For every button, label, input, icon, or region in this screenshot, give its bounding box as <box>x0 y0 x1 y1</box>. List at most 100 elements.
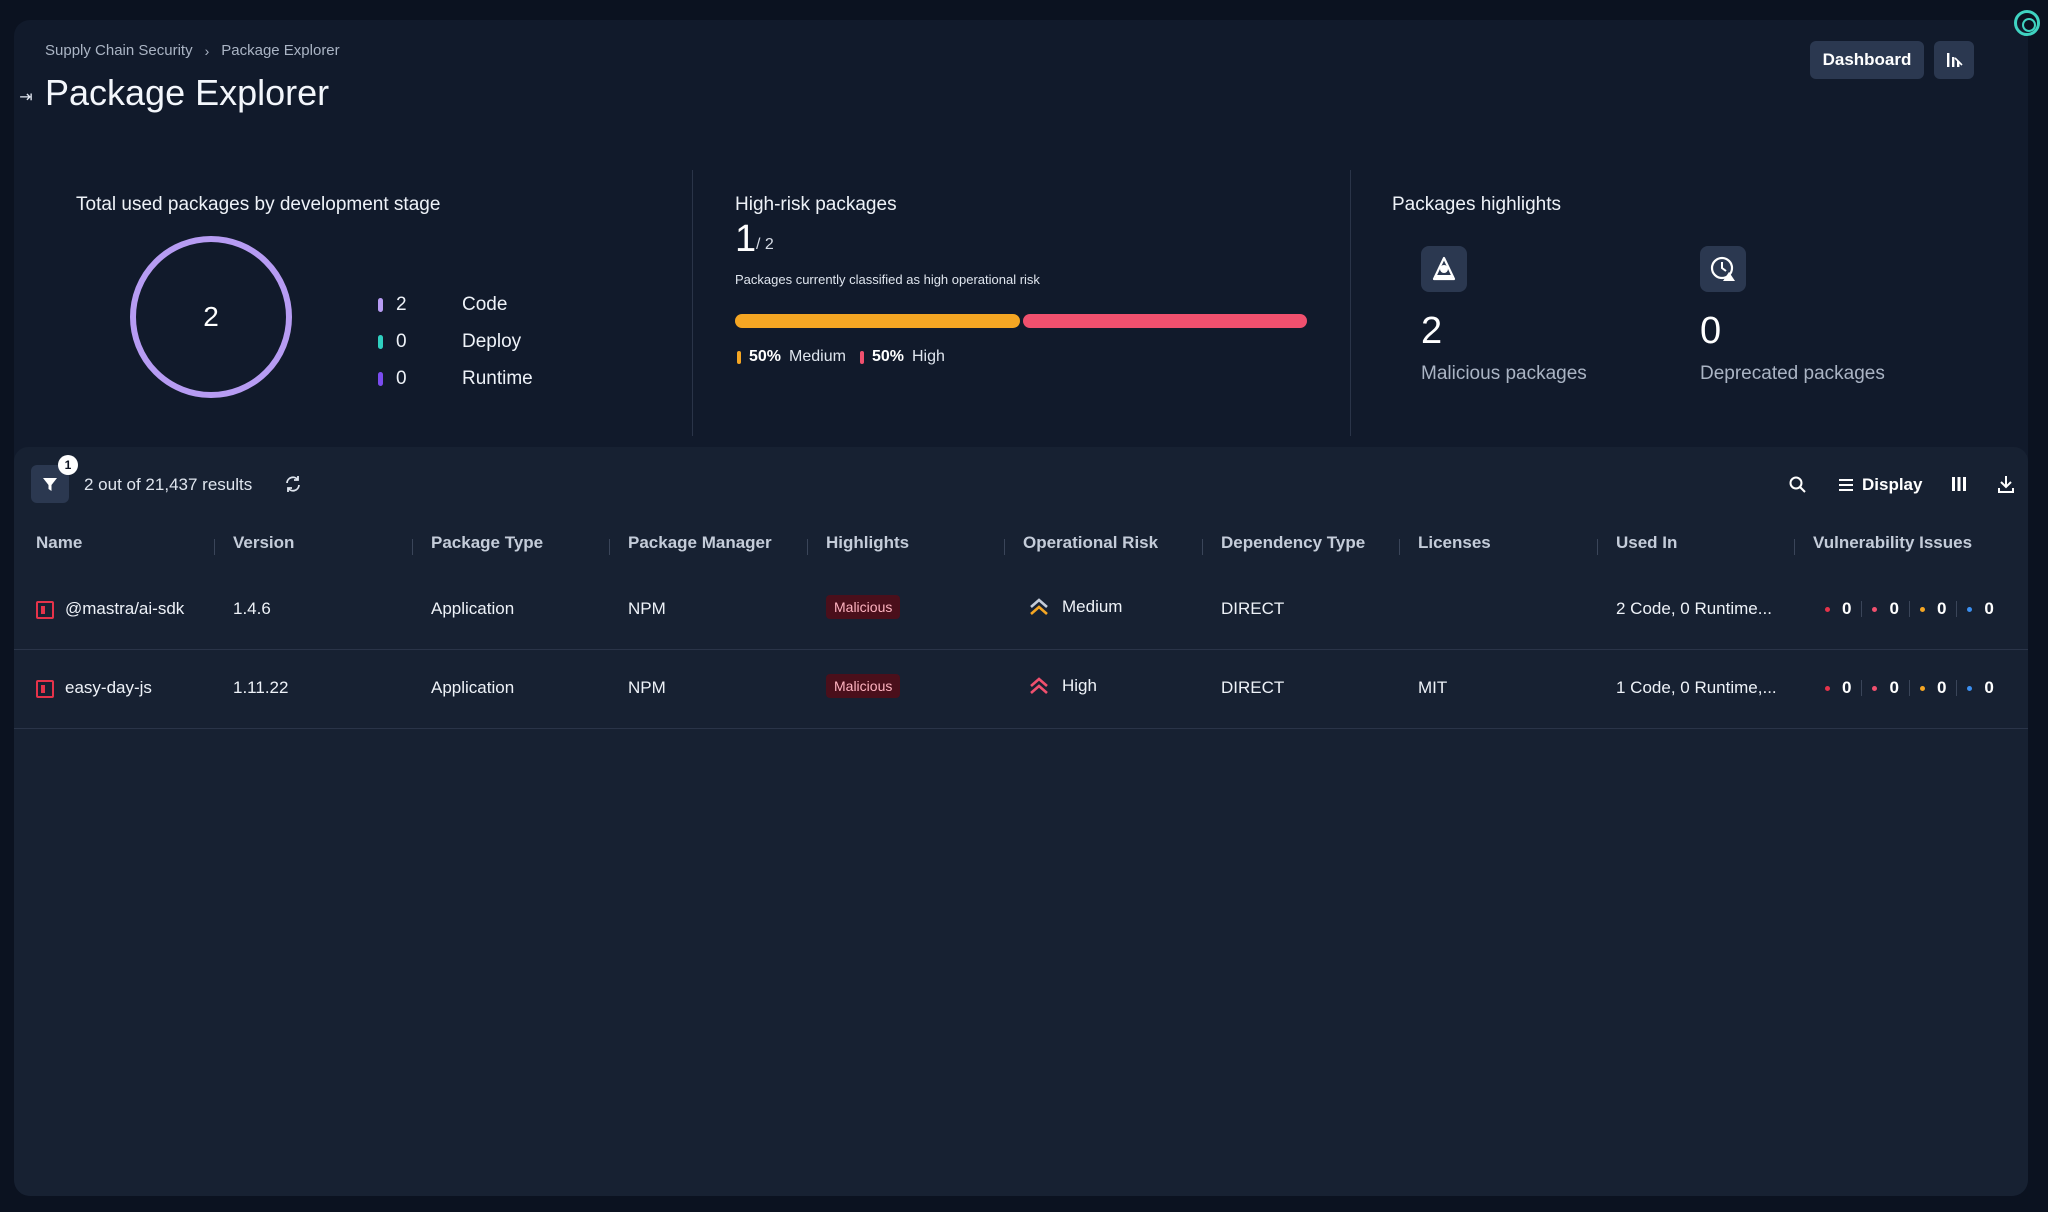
medium-dot <box>1919 685 1925 691</box>
column-separator[interactable] <box>1202 539 1203 555</box>
stages-legend: 2 Code 0 Deploy 0 Runtime <box>378 286 533 397</box>
column-separator[interactable] <box>1399 539 1400 555</box>
risk-bar-medium <box>735 314 1020 328</box>
breadcrumb: Supply Chain Security › Package Explorer <box>45 42 340 59</box>
column-header-operational-risk[interactable]: Operational Risk <box>1023 533 1159 552</box>
breadcrumb-root[interactable]: Supply Chain Security <box>45 42 193 59</box>
column-header-dependency-type[interactable]: Dependency Type <box>1221 533 1366 552</box>
medium-swatch <box>737 350 741 364</box>
download-icon[interactable] <box>1996 474 2016 494</box>
dependency-type: DIRECT <box>1221 599 1285 618</box>
column-separator[interactable] <box>214 539 215 555</box>
package-version: 1.11.22 <box>233 678 289 697</box>
column-header-name[interactable]: Name <box>36 533 83 552</box>
deploy-swatch <box>378 334 383 349</box>
low-dot <box>1967 606 1973 612</box>
app-frame: Supply Chain Security › Package Explorer… <box>14 20 2028 1196</box>
stages-card-title: Total used packages by development stage <box>76 194 441 215</box>
search-icon[interactable] <box>1788 475 1808 495</box>
vulnerability-counts: 0 0 0 0 <box>1815 599 2004 619</box>
malicious-badge: Malicious <box>826 595 901 619</box>
code-swatch <box>378 297 383 312</box>
medium-dot <box>1919 606 1925 612</box>
packages-table-panel: 1 2 out of 21,437 results Display <box>14 447 2028 1196</box>
high-pct: 50% <box>871 348 904 365</box>
high-label: High <box>911 348 945 365</box>
display-button[interactable]: Display <box>1838 473 1922 497</box>
column-separator[interactable] <box>807 539 808 555</box>
filter-icon <box>43 478 57 491</box>
high-dot <box>1872 606 1878 612</box>
deploy-label: Deploy <box>462 330 522 352</box>
vuln-separator <box>1956 601 1958 617</box>
runtime-count: 0 <box>396 367 407 389</box>
vuln-separator <box>1908 601 1910 617</box>
column-header-package-type[interactable]: Package Type <box>431 533 544 552</box>
vulnerability-counts: 0 0 0 0 <box>1815 678 2004 698</box>
donut-total-label: 2 <box>203 301 219 332</box>
risk-high-icon <box>1030 677 1048 694</box>
high-risk-description: Packages currently classified as high op… <box>735 272 1040 287</box>
dashboard-button[interactable]: Dashboard <box>1810 41 1924 79</box>
app-logo-icon[interactable] <box>2014 10 2040 36</box>
medium-count: 0 <box>1936 599 1947 618</box>
columns-icon[interactable] <box>1950 475 1968 493</box>
list-icon <box>1839 479 1853 491</box>
risk-distribution-bar <box>735 314 1307 328</box>
breadcrumb-current: Package Explorer <box>221 42 340 59</box>
column-header-used-in[interactable]: Used In <box>1616 533 1678 552</box>
package-name[interactable]: easy-day-js <box>65 678 152 697</box>
column-header-vulnerability-issues[interactable]: Vulnerability Issues <box>1813 533 1973 552</box>
column-header-licenses[interactable]: Licenses <box>1418 533 1491 552</box>
vuln-high: 0 <box>1862 599 1908 619</box>
column-separator[interactable] <box>1597 539 1598 555</box>
highlights-card-title: Packages highlights <box>1392 194 1561 215</box>
expand-sidebar-icon[interactable]: ⇥ <box>19 89 33 106</box>
legend-item-code: 2 Code <box>378 286 533 323</box>
used-in[interactable]: 2 Code, 0 Runtime... <box>1616 599 1772 618</box>
column-header-version[interactable]: Version <box>233 533 295 552</box>
operational-risk: High <box>1028 676 1097 696</box>
legend-item-deploy: 0 Deploy <box>378 323 533 360</box>
malicious-badge: Malicious <box>826 674 901 698</box>
package-type: Application <box>431 678 515 697</box>
chart-icon-button[interactable] <box>1934 41 1974 79</box>
results-count: 2 out of 21,437 results <box>84 475 253 494</box>
medium-label: Medium <box>789 348 846 365</box>
package-type: Application <box>431 599 515 618</box>
summary-divider <box>1350 170 1351 436</box>
risk-bar-high <box>1022 314 1307 328</box>
medium-pct: 50% <box>749 348 782 365</box>
high-risk-total: / 2 <box>756 236 774 253</box>
legend-item-runtime: 0 Runtime <box>378 360 533 397</box>
critical-dot <box>1825 685 1830 691</box>
package-manager: NPM <box>628 599 666 618</box>
deploy-count: 0 <box>396 330 407 352</box>
low-count: 0 <box>1984 678 1994 697</box>
package-malicious-icon <box>36 680 54 698</box>
critical-count: 0 <box>1842 599 1852 618</box>
high-count: 0 <box>1889 678 1899 697</box>
runtime-label: Runtime <box>462 367 533 389</box>
refresh-icon[interactable] <box>282 473 304 495</box>
code-label: Code <box>462 293 508 315</box>
risk-legend-medium: 50% Medium <box>737 348 846 366</box>
column-separator[interactable] <box>1004 539 1005 555</box>
critical-count: 0 <box>1842 678 1852 697</box>
vuln-separator <box>1908 680 1910 696</box>
package-name[interactable]: @mastra/ai-sdk <box>65 599 185 618</box>
column-header-package-manager[interactable]: Package Manager <box>628 533 772 552</box>
vuln-separator <box>1861 601 1863 617</box>
column-separator[interactable] <box>412 539 413 555</box>
used-in[interactable]: 1 Code, 0 Runtime,... <box>1616 678 1777 697</box>
table-row[interactable]: easy-day-js 1.11.22 Application NPM Mali… <box>14 650 2028 729</box>
column-separator[interactable] <box>1794 539 1795 555</box>
table-row[interactable]: @mastra/ai-sdk 1.4.6 Application NPM Mal… <box>14 571 2028 650</box>
column-separator[interactable] <box>609 539 610 555</box>
page-title: Package Explorer <box>45 72 330 113</box>
vuln-critical: 0 <box>1815 599 1861 619</box>
column-header-highlights[interactable]: Highlights <box>826 533 910 552</box>
package-version: 1.4.6 <box>233 599 271 618</box>
high-risk-count: 1 <box>735 218 757 260</box>
vuln-low: 0 <box>1957 599 2003 619</box>
